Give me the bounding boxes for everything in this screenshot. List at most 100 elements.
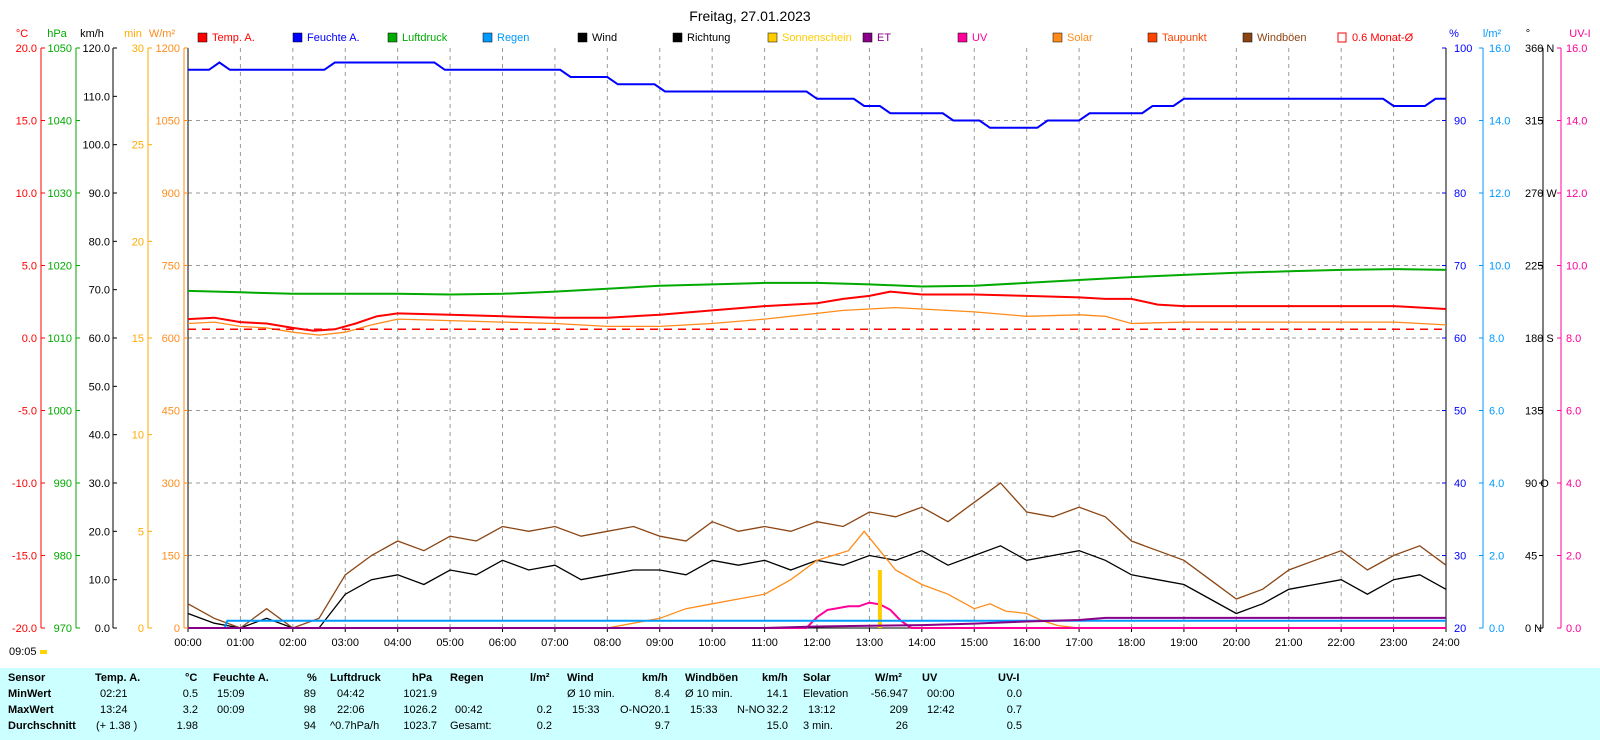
axis-tick-label-wind: 120.0 [82,43,110,55]
axis-tick-label-uv: 2.0 [1566,551,1581,563]
legend-label: Richtung [687,32,730,44]
plot-area [187,61,1447,629]
rain-total-label: Gesamt: [450,720,492,732]
axis-tick-label-solar: 0 [174,623,180,635]
pressure-avg-note: ^0.7hPa/h [330,720,380,732]
rain-total: 0.2 [536,720,552,732]
axis-tick-label-minutes: 0 [138,623,144,635]
axis-tick-label-direction: 0 N [1525,623,1542,635]
rain-max: 0.2 [536,704,552,716]
gusts-max-dir: N-NO [737,704,766,716]
x-tick-label: 16:00 [1013,637,1041,649]
x-tick-label: 13:00 [856,637,884,649]
x-tick-label: 15:00 [960,637,988,649]
axis-tick-label-uv: 12.0 [1566,188,1587,200]
temp-min: 0.5 [182,688,198,700]
axis-tick-label-uv: 0.0 [1566,623,1581,635]
legend-label: Temp. A. [212,32,255,44]
gusts-avg: 15.0 [766,720,788,732]
axis-tick-label-pressure: 990 [54,478,72,490]
axis-tick-label-pressure: 1000 [48,406,72,418]
x-tick-label: 09:00 [646,637,674,649]
stats-table: Sensor MinWert MaxWert Durchschnitt Temp… [0,668,1600,740]
wind-max-dir: O-NO [620,704,649,716]
x-tick-label: 07:00 [541,637,569,649]
pressure-header: Luftdruck [330,672,381,684]
temp-avg: 1.98 [176,720,198,732]
axis-tick-label-rain: 16.0 [1489,43,1510,55]
axis-unit-minutes: min [124,28,142,40]
x-tick-label: 24:00 [1432,637,1460,649]
wind-max: 20.1 [648,704,670,716]
row-label-max: MaxWert [8,704,54,716]
axis-tick-label-solar: 300 [162,478,180,490]
series-temp-a [187,290,1447,332]
rain-header: Regen [450,672,484,684]
axis-unit-uv: UV-I [1569,28,1590,40]
axis-tick-label-minutes: 15 [132,333,144,345]
solar-max-time: 13:12 [808,704,836,716]
axis-unit-temp: °C [16,28,28,40]
pressure-min-time: 04:42 [337,688,365,700]
x-tick-label: 03:00 [331,637,359,649]
humidity-min: 89 [303,688,316,700]
axis-tick-label-temp: -15.0 [12,551,37,563]
solar-header: Solar [803,672,831,684]
uv-avg: 0.5 [1006,720,1022,732]
axis-tick-label-uv: 16.0 [1566,43,1587,55]
solar-avg: 26 [895,720,908,732]
legend-swatch [672,32,683,43]
rain-max-time: 00:42 [455,704,483,716]
humidity-min-time: 15:09 [217,688,245,700]
axis-tick-label-pressure: 1040 [48,116,72,128]
legend-label: Wind [592,32,617,44]
sunrise-time-text: 09:05 [9,646,37,658]
gusts-avg10-label: Ø 10 min. [685,688,733,700]
wind-avg10-label: Ø 10 min. [567,688,615,700]
uv-min-time: 00:00 [927,688,955,700]
legend-swatch [387,32,398,43]
legend-swatch [197,32,208,43]
axis-tick-label-direction: 225 [1525,261,1543,273]
axis-tick-label-rain: 10.0 [1489,261,1510,273]
series-taupunkt [187,306,1447,336]
axis-tick-label-wind: 0.0 [95,623,110,635]
axis-tick-label-temp: 10.0 [16,188,37,200]
legend-label: Regen [497,32,529,44]
uv-unit: UV-I [998,672,1020,684]
solar-unit: W/m² [875,672,902,684]
axis-tick-label-minutes: 5 [138,526,144,538]
axis-tick-label-temp: -10.0 [12,478,37,490]
gusts-header: Windböen [685,672,739,684]
humidity-unit: % [307,672,317,684]
legend-label: Windböen [1257,32,1307,44]
wind-avg: 9.7 [654,720,670,732]
axis-tick-label-rain: 8.0 [1489,333,1504,345]
axis-tick-label-wind: 40.0 [89,430,110,442]
x-tick-label: 12:00 [803,637,831,649]
pressure-unit: hPa [412,672,433,684]
axis-tick-label-direction: 180 S [1525,333,1554,345]
axis-tick-label-rain: 12.0 [1489,188,1510,200]
axis-tick-label-pressure: 1020 [48,261,72,273]
humidity-avg: 94 [303,720,316,732]
axis-unit-rain: l/m² [1483,28,1502,40]
axis-tick-label-pressure: 980 [54,551,72,563]
axis-tick-label-solar: 450 [162,406,180,418]
axis-tick-label-minutes: 30 [132,43,144,55]
humidity-max: 98 [303,704,316,716]
axis-tick-label-direction: 90 O [1525,478,1549,490]
axis-tick-label-uv: 8.0 [1566,333,1581,345]
axis-tick-label-temp: 15.0 [16,116,37,128]
axis-tick-label-pressure: 1050 [48,43,72,55]
legend-label: Sonnenschein [782,32,852,44]
axis-tick-label-solar: 150 [162,551,180,563]
uv-header: UV [922,672,938,684]
axis-tick-label-humidity: 40 [1454,478,1466,490]
axis-tick-label-humidity: 50 [1454,406,1466,418]
series-solar [188,530,1446,629]
axis-tick-label-solar: 1050 [156,116,180,128]
temp-unit: °C [185,672,198,684]
x-tick-label: 22:00 [1327,637,1355,649]
axis-tick-label-direction: 315 [1525,116,1543,128]
